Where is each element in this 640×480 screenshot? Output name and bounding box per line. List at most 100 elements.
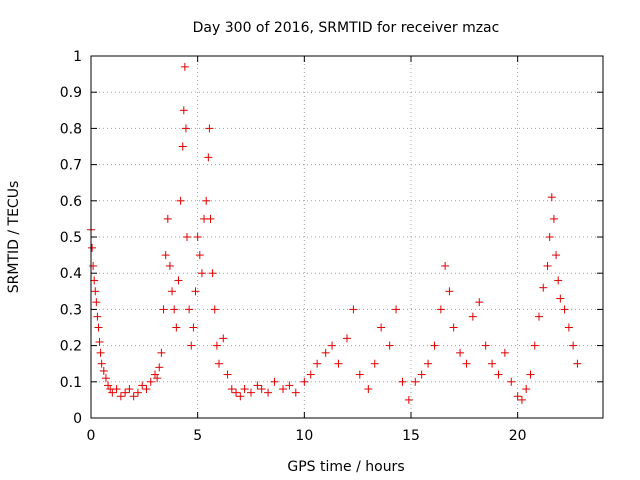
data-point: [170, 305, 179, 314]
data-point: [138, 381, 147, 390]
data-point: [191, 287, 200, 296]
data-point: [552, 251, 561, 260]
data-point: [417, 370, 426, 379]
x-tick-label: 5: [193, 428, 202, 444]
y-tick-label: 0.2: [60, 339, 82, 355]
data-point: [240, 385, 249, 394]
data-point: [212, 341, 221, 350]
data-point: [530, 341, 539, 350]
data-point: [370, 359, 379, 368]
data-point: [424, 359, 433, 368]
data-point: [172, 323, 181, 332]
data-point: [133, 388, 142, 397]
data-point: [468, 312, 477, 321]
x-tick-label: 0: [87, 428, 96, 444]
data-point: [564, 323, 573, 332]
y-axis-label: SRMTID / TECUs: [6, 181, 22, 294]
data-point: [92, 298, 101, 307]
data-point: [404, 395, 413, 404]
x-tick-label: 15: [402, 428, 420, 444]
data-point: [189, 323, 198, 332]
data-point: [210, 305, 219, 314]
data-point: [436, 305, 445, 314]
data-point: [513, 392, 522, 401]
data-point: [174, 276, 183, 285]
data-point: [411, 377, 420, 386]
points-layer: [87, 62, 582, 404]
data-point: [554, 276, 563, 285]
data-point: [385, 341, 394, 350]
data-point: [535, 312, 543, 321]
y-tick-label: 0.6: [60, 194, 82, 210]
data-point: [328, 341, 337, 350]
data-point: [270, 377, 279, 386]
data-point: [441, 261, 450, 270]
data-point: [569, 341, 578, 350]
data-point: [202, 196, 211, 205]
data-point: [545, 233, 554, 241]
data-point: [449, 323, 458, 332]
data-point: [121, 388, 130, 397]
data-point: [253, 381, 262, 390]
data-point: [364, 385, 373, 394]
data-point: [264, 388, 273, 397]
data-point: [204, 153, 213, 162]
data-point: [180, 62, 189, 71]
data-point: [142, 385, 151, 394]
data-point: [116, 392, 125, 401]
data-point: [300, 377, 309, 386]
data-point: [500, 348, 509, 357]
data-point: [176, 196, 185, 205]
data-point: [97, 359, 106, 368]
data-point: [349, 305, 358, 314]
y-tick-label: 0.8: [60, 121, 82, 137]
data-point: [549, 214, 558, 223]
data-point: [163, 214, 172, 223]
data-point: [392, 305, 401, 314]
data-point: [90, 276, 99, 285]
data-point: [181, 124, 190, 133]
data-point: [93, 312, 102, 321]
data-point: [101, 374, 110, 383]
data-point: [125, 385, 134, 394]
data-point: [522, 385, 531, 394]
data-point: [517, 395, 526, 404]
data-point: [285, 381, 294, 390]
data-point: [161, 251, 170, 260]
y-tick-label: 0.1: [60, 375, 82, 391]
data-point: [112, 385, 121, 394]
data-point: [197, 269, 206, 278]
data-point: [227, 385, 236, 394]
data-point: [279, 385, 287, 394]
data-point: [96, 348, 105, 357]
data-point: [99, 366, 108, 375]
data-point: [165, 261, 174, 270]
data-point: [193, 233, 202, 241]
data-point: [104, 381, 113, 390]
data-point: [159, 305, 168, 314]
data-point: [247, 388, 255, 397]
y-tick-label: 0.9: [60, 85, 82, 101]
y-tick-label: 0.7: [60, 158, 82, 174]
data-point: [206, 214, 215, 223]
data-point: [129, 392, 138, 401]
data-point: [91, 287, 100, 296]
data-point: [89, 261, 98, 270]
data-point: [291, 388, 300, 397]
data-point: [146, 377, 155, 386]
data-point: [195, 251, 204, 260]
data-point: [488, 359, 497, 368]
data-point: [547, 193, 556, 202]
data-point: [507, 377, 516, 386]
data-point: [183, 233, 191, 241]
x-tick-label: 10: [295, 428, 313, 444]
data-point: [257, 385, 266, 394]
data-point: [462, 359, 471, 368]
data-point: [313, 359, 322, 368]
data-point: [155, 363, 164, 372]
data-point: [236, 392, 245, 401]
data-point: [157, 348, 166, 357]
data-point: [153, 374, 162, 383]
data-point: [543, 261, 552, 270]
